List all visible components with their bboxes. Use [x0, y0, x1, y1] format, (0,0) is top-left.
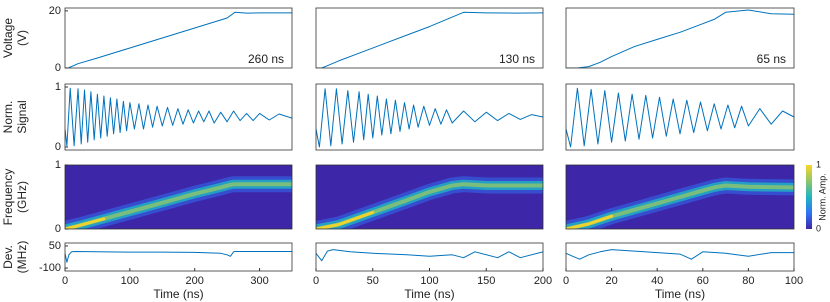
x-axis-label: Time (ns): [404, 287, 454, 301]
colorbar: [806, 165, 812, 229]
y-tick-label: -100: [39, 262, 61, 274]
annotation: 260 ns: [248, 52, 284, 66]
axes-frame: [64, 7, 293, 69]
x-axis-label: Time (ns): [655, 287, 705, 301]
x-tick-label: 100: [121, 275, 139, 287]
axes-frame: [565, 7, 795, 69]
x-tick-label: 150: [477, 275, 495, 287]
plot-area: [65, 87, 292, 147]
y-axis-label: Signal: [15, 100, 29, 133]
x-tick-label: 60: [697, 275, 709, 287]
plot-area: [566, 87, 794, 148]
plot-area: [566, 249, 794, 260]
y-tick-label: 20: [49, 5, 61, 17]
y-tick-label: 0: [55, 62, 61, 74]
x-tick-label: 20: [605, 275, 617, 287]
y-tick-label: 1: [55, 81, 61, 93]
y-axis-label: (MHz): [15, 241, 29, 274]
heatmap: [566, 177, 794, 229]
data-line: [566, 87, 794, 148]
axes-frame: [64, 242, 293, 272]
y-tick-label: 1: [55, 159, 61, 171]
data-line: [65, 87, 292, 147]
x-tick-label: 40: [651, 275, 663, 287]
y-tick-label: 0: [55, 141, 61, 153]
x-tick-label: 0: [313, 275, 319, 287]
x-axis-label: Time (ns): [153, 287, 203, 301]
y-tick-label: 50: [49, 240, 61, 252]
heatmap: [316, 176, 543, 229]
x-tick-label: 200: [534, 275, 552, 287]
y-axis-label: Norm.: [1, 101, 15, 134]
y-tick-label: 0: [55, 223, 61, 235]
axes-frame: [315, 83, 544, 151]
x-tick-label: 50: [367, 275, 379, 287]
annotation: 130 ns: [499, 52, 535, 66]
annotation: 65 ns: [757, 52, 786, 66]
axes-frame: [315, 7, 544, 69]
x-tick-label: 100: [420, 275, 438, 287]
axes-frame: [64, 83, 293, 151]
data-line: [316, 249, 543, 262]
axes-frame: [565, 164, 795, 230]
plot-area: [566, 9, 794, 68]
ridge-peak: [316, 210, 375, 229]
plot-area: [65, 11, 292, 68]
colorbar-label: Norm. Amp.: [817, 173, 827, 221]
data-line: [65, 251, 292, 263]
data-line: [316, 88, 543, 148]
axes-frame: [315, 242, 544, 272]
plot-area: [65, 251, 292, 263]
ridge-peak: [566, 214, 614, 229]
data-line: [65, 11, 292, 68]
x-tick-label: 300: [250, 275, 268, 287]
x-tick-label: 100: [785, 275, 803, 287]
y-axis-label: (V): [15, 30, 29, 46]
axes-frame: [565, 242, 795, 272]
colorbar-tick-label: 1: [816, 159, 821, 169]
plot-area: [316, 11, 543, 68]
plot-area: [316, 88, 543, 148]
axes-frame: [64, 164, 293, 230]
data-line: [316, 11, 543, 68]
axes-frame: [315, 164, 544, 230]
y-axis-label: Dev.: [1, 245, 15, 269]
x-tick-label: 200: [186, 275, 204, 287]
y-axis-label: (GHz): [15, 181, 29, 213]
plot-area: [316, 249, 543, 262]
axes-frame: [565, 83, 795, 151]
data-line: [566, 9, 794, 68]
x-tick-label: 0: [563, 275, 569, 287]
colorbar-tick-label: 0: [816, 223, 821, 233]
y-axis-label: Voltage: [1, 18, 15, 58]
data-line: [566, 249, 794, 260]
x-tick-label: 80: [742, 275, 754, 287]
ridge-peak: [65, 217, 106, 229]
y-axis-label: Frequency: [1, 169, 15, 226]
heatmap: [65, 176, 292, 229]
x-tick-label: 0: [62, 275, 68, 287]
